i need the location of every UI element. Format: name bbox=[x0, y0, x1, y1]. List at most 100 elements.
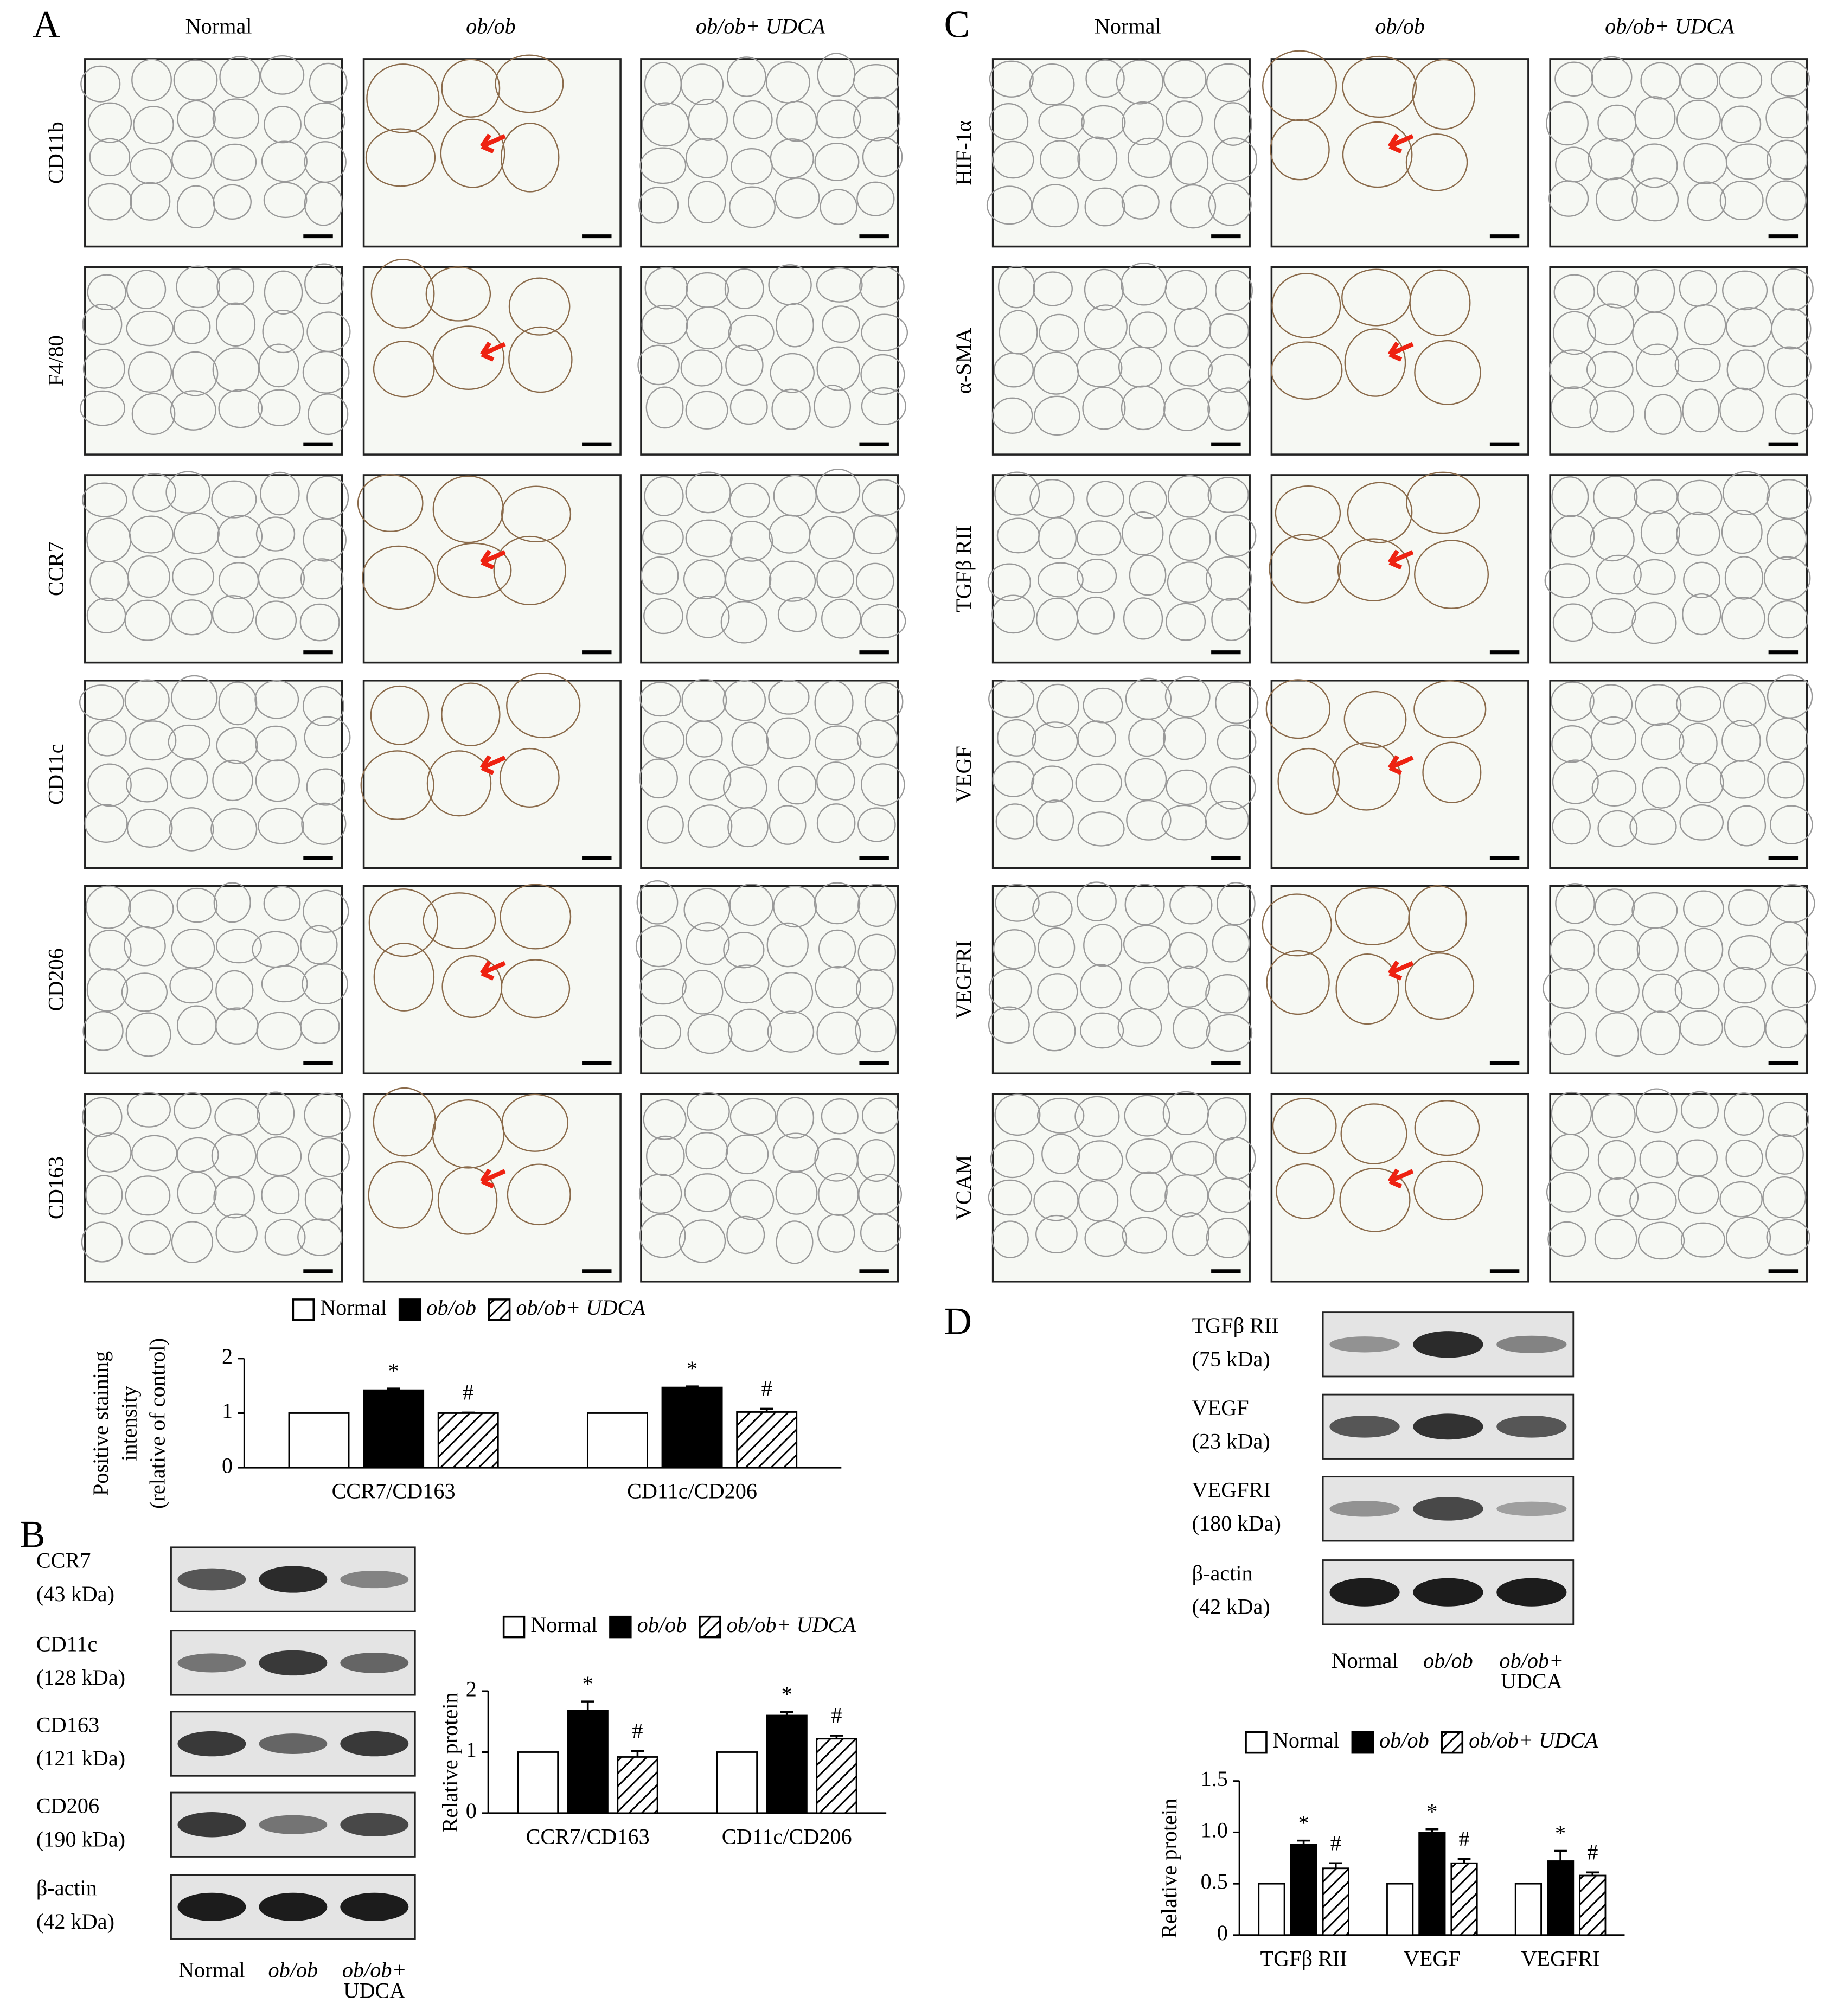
adipocyte bbox=[639, 1213, 686, 1258]
adipocyte bbox=[1077, 558, 1117, 593]
band-label: TGFβ RII bbox=[1192, 1313, 1279, 1337]
adipocyte bbox=[1546, 101, 1589, 146]
adipocyte bbox=[1765, 180, 1807, 221]
adipocyte bbox=[1207, 354, 1251, 393]
adipocyte bbox=[860, 604, 906, 639]
panel-label: A bbox=[33, 3, 60, 46]
adipocyte bbox=[368, 1161, 433, 1229]
adipocyte bbox=[1766, 1219, 1810, 1256]
adipocyte bbox=[643, 1099, 687, 1140]
adipocyte bbox=[1076, 881, 1117, 921]
adipocyte bbox=[768, 680, 810, 715]
adipocyte bbox=[1597, 810, 1638, 847]
adipocyte bbox=[857, 1139, 895, 1182]
adipocyte bbox=[170, 390, 216, 431]
y-tick-label: 0 bbox=[222, 1453, 233, 1477]
adipocyte bbox=[261, 140, 308, 182]
adipocyte bbox=[121, 972, 168, 1012]
adipocyte bbox=[437, 1166, 498, 1235]
adipocyte bbox=[173, 309, 211, 344]
adipocyte bbox=[79, 684, 124, 720]
adipocyte bbox=[1675, 686, 1721, 722]
adipocyte bbox=[1771, 967, 1816, 1009]
band bbox=[259, 1892, 328, 1921]
adipocyte bbox=[1684, 304, 1726, 346]
row-label: VEGFRI bbox=[951, 940, 976, 1019]
micrograph bbox=[81, 471, 349, 664]
adipocyte bbox=[1077, 136, 1118, 181]
adipocyte bbox=[1124, 884, 1165, 925]
micrograph bbox=[1270, 266, 1529, 456]
adipocyte bbox=[1163, 60, 1207, 99]
adipocyte bbox=[1038, 517, 1077, 560]
adipocyte bbox=[1121, 184, 1160, 220]
adipocyte bbox=[1589, 390, 1635, 433]
adipocyte bbox=[130, 148, 172, 184]
x-tick-label: CD11c/CD206 bbox=[722, 1825, 852, 1849]
adipocyte bbox=[1347, 482, 1413, 543]
micrograph bbox=[82, 882, 349, 1075]
adipocyte bbox=[639, 758, 678, 799]
adipocyte bbox=[1080, 1012, 1124, 1049]
adipocyte bbox=[1687, 181, 1726, 221]
adipocyte bbox=[360, 750, 434, 820]
adipocyte bbox=[1342, 121, 1413, 188]
error-bar bbox=[462, 1411, 475, 1414]
adipocyte bbox=[861, 1097, 899, 1134]
adipocyte bbox=[989, 103, 1029, 140]
adipocyte bbox=[124, 926, 166, 967]
adipocyte bbox=[638, 187, 679, 224]
bar bbox=[437, 1412, 499, 1469]
adipocyte bbox=[1762, 1176, 1807, 1219]
adipocyte bbox=[1591, 56, 1633, 98]
adipocyte bbox=[1629, 808, 1677, 846]
adipocyte bbox=[1166, 769, 1208, 805]
adipocyte bbox=[132, 473, 176, 513]
adipocyte bbox=[1590, 517, 1635, 562]
bar bbox=[1418, 1832, 1446, 1936]
adipocyte bbox=[988, 680, 1035, 719]
row-label: VCAM bbox=[951, 1155, 976, 1221]
adipocyte bbox=[989, 60, 1034, 98]
adipocyte bbox=[685, 519, 733, 558]
adipocyte bbox=[641, 304, 688, 345]
band-size: (180 kDa) bbox=[1192, 1511, 1281, 1535]
adipocyte bbox=[129, 720, 177, 761]
error-bar bbox=[1425, 1828, 1439, 1833]
band bbox=[1413, 1578, 1483, 1607]
adipocyte bbox=[216, 929, 262, 964]
adipocyte bbox=[1041, 1134, 1080, 1174]
adipocyte bbox=[1772, 268, 1814, 311]
adipocyte bbox=[729, 1179, 775, 1220]
adipocyte bbox=[1040, 140, 1081, 179]
adipocyte bbox=[817, 1213, 855, 1253]
adipocyte bbox=[1129, 481, 1167, 519]
adipocyte bbox=[1414, 340, 1481, 405]
adipocyte bbox=[1169, 350, 1213, 387]
row-label: VEGF bbox=[951, 746, 976, 803]
adipocyte bbox=[857, 807, 896, 842]
band-size: (75 kDa) bbox=[1192, 1347, 1270, 1371]
adipocyte bbox=[126, 270, 167, 309]
micrograph-frame bbox=[640, 680, 899, 869]
adipocyte bbox=[1207, 387, 1250, 431]
adipocyte bbox=[84, 804, 128, 843]
adipocyte bbox=[1682, 388, 1720, 433]
adipocyte bbox=[1591, 770, 1637, 807]
micrograph bbox=[991, 263, 1253, 456]
adipocyte bbox=[1039, 313, 1079, 352]
band-label: CD11c bbox=[36, 1631, 98, 1656]
adipocyte bbox=[643, 721, 685, 759]
adipocyte bbox=[686, 922, 730, 965]
adipocyte bbox=[988, 968, 1032, 1011]
adipocyte bbox=[768, 560, 816, 602]
adipocyte bbox=[131, 1135, 177, 1172]
adipocyte bbox=[1767, 139, 1808, 180]
row-label: CD11c bbox=[43, 744, 68, 805]
adipocyte bbox=[1123, 597, 1163, 640]
adipocyte bbox=[1173, 1008, 1211, 1049]
adipocyte bbox=[1032, 721, 1078, 761]
legend-swatch bbox=[1441, 1731, 1464, 1754]
adipocyte bbox=[1215, 514, 1257, 557]
adipocyte bbox=[1642, 973, 1683, 1013]
